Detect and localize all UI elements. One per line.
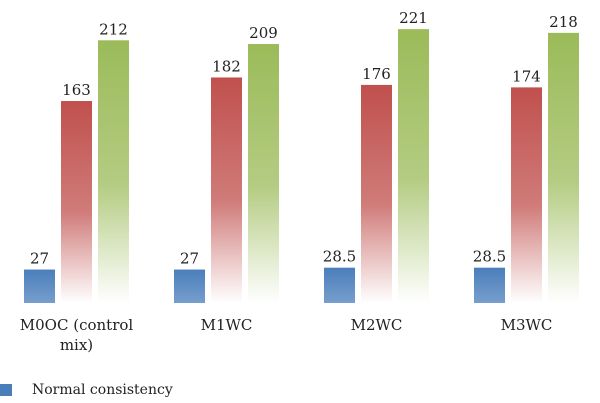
category-label-4-line-1: M3WC	[501, 316, 553, 334]
category-label-1: M0OC (control mix)	[20, 316, 134, 354]
value-label-4-series-3: 218	[549, 13, 578, 31]
value-label-3-series-1: 28.5	[323, 248, 356, 266]
value-label-1-series-2: 163	[62, 81, 91, 99]
value-label-3-series-2: 176	[362, 65, 391, 83]
category-label-2: M1WC	[201, 316, 253, 334]
category-label-1-line-1: M0OC (control	[20, 316, 134, 334]
value-label-1-series-3: 212	[99, 20, 128, 38]
bar-1-series-2	[61, 101, 92, 304]
legend-swatch-normal-consistency	[0, 384, 12, 396]
value-label-1-series-1: 27	[30, 250, 49, 268]
bar-3-series-1	[324, 267, 355, 303]
category-label-3-line-1: M2WC	[351, 316, 403, 334]
category-label-1-line-2: mix)	[60, 336, 93, 354]
value-label-3-series-3: 221	[399, 9, 428, 27]
bar-2-series-1	[174, 269, 205, 303]
bar-3-series-2	[361, 84, 392, 303]
bar-4-series-1	[474, 267, 505, 303]
value-label-2-series-3: 209	[249, 24, 278, 42]
bar-3-series-3	[398, 29, 429, 304]
category-labels-group: M0OC (control mix) M1WC M2WC M3WC	[20, 316, 553, 354]
category-label-2-line-1: M1WC	[201, 316, 253, 334]
bar-4-series-3	[548, 32, 579, 303]
bar-1-series-3	[98, 40, 129, 303]
legend-label-normal-consistency: Normal consistency	[32, 382, 173, 398]
category-label-4: M3WC	[501, 316, 553, 334]
legend: Normal consistency	[0, 380, 173, 400]
value-label-4-series-2: 174	[512, 67, 541, 85]
value-label-4-series-1: 28.5	[473, 248, 506, 266]
value-label-2-series-1: 27	[180, 250, 199, 268]
value-labels-group: 27 163 212 27 182 209 28.5 176 221 28.5 174 218	[30, 9, 578, 267]
bar-4-series-2	[511, 87, 542, 304]
bar-1-series-1	[24, 269, 55, 303]
value-label-2-series-2: 182	[212, 57, 241, 75]
category-label-3: M2WC	[351, 316, 403, 334]
bar-2-series-2	[211, 77, 242, 303]
bar-2-series-3	[248, 44, 279, 304]
bars-group	[24, 29, 579, 304]
